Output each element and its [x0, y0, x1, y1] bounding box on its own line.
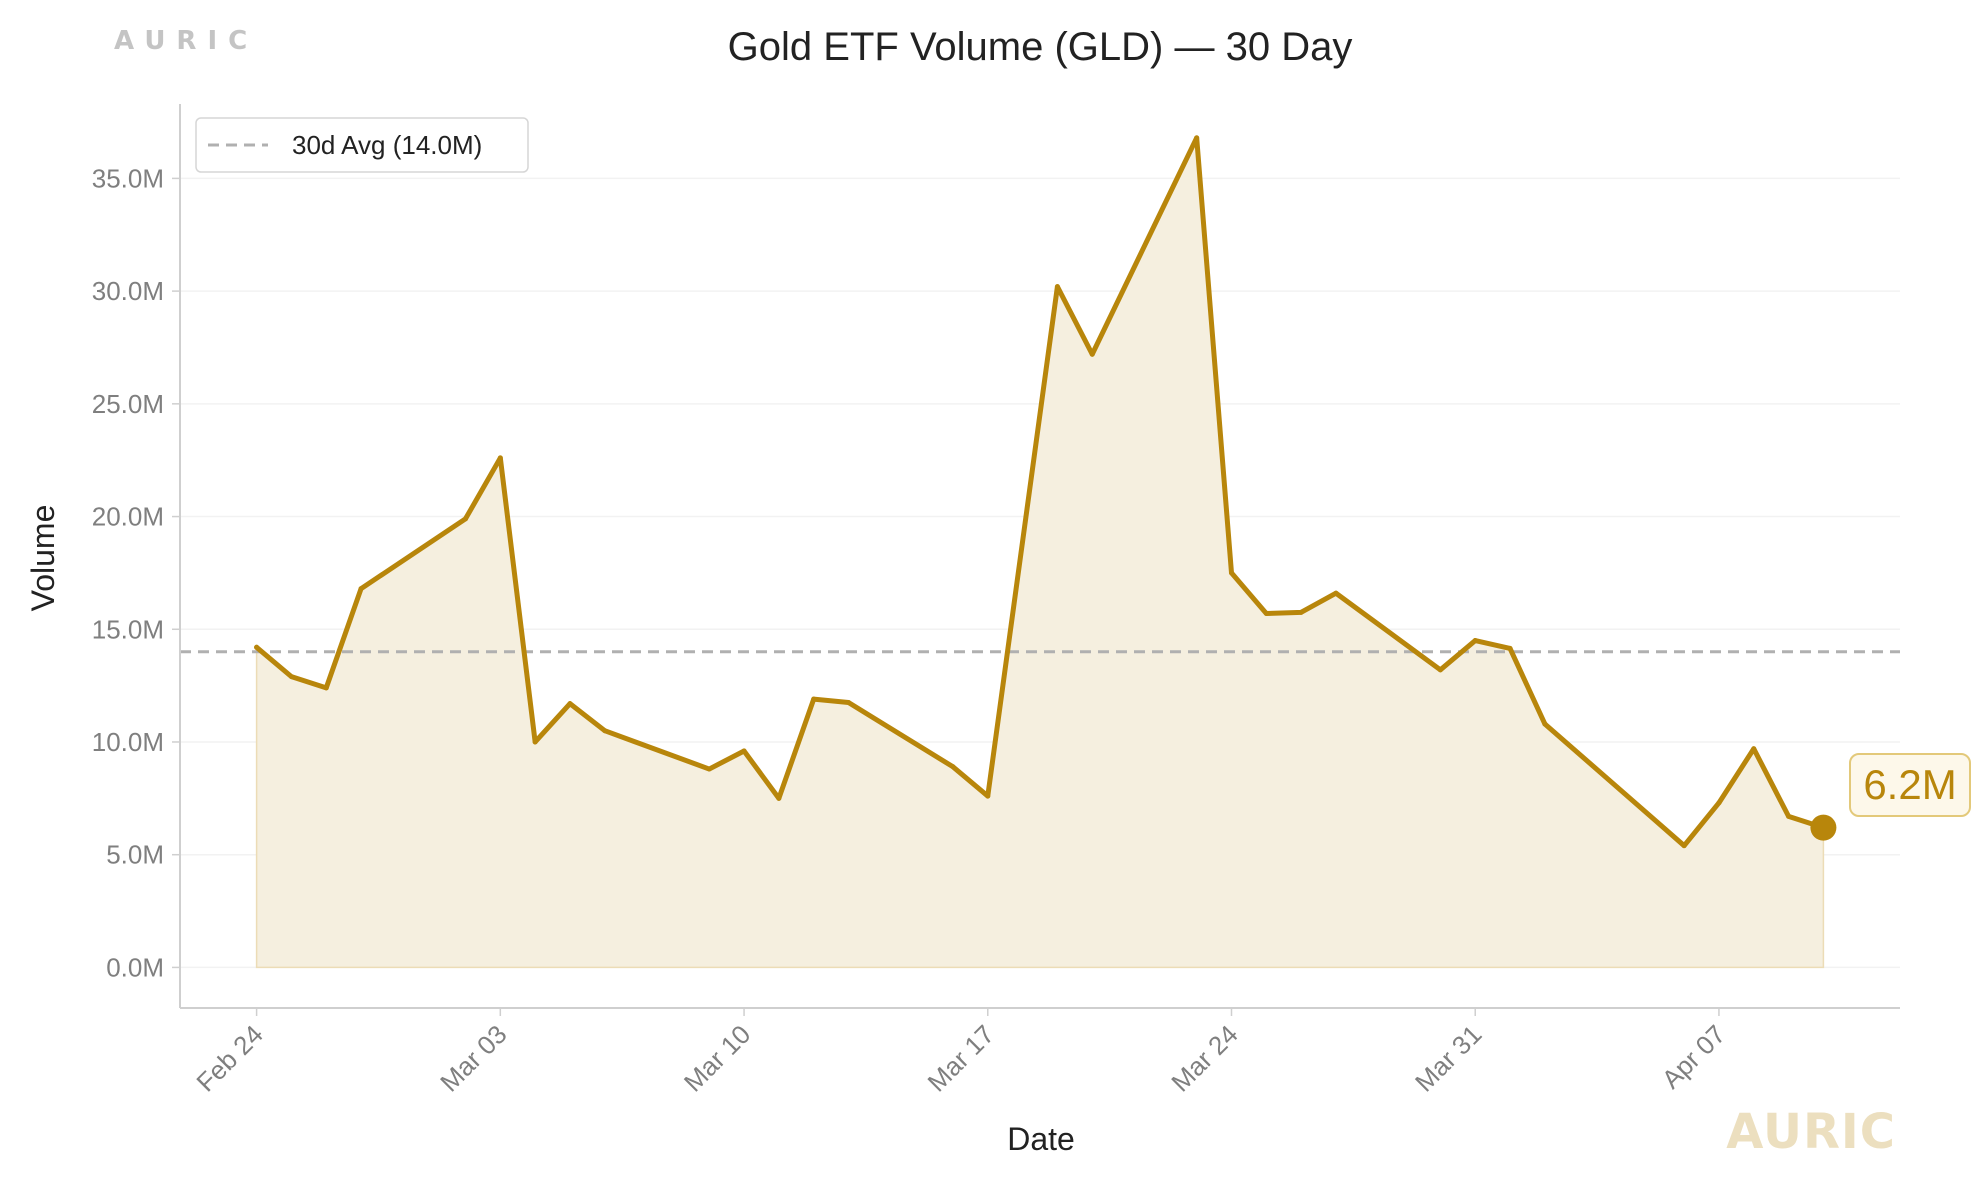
data-point — [323, 685, 329, 691]
y-tick-label: 10.0M — [92, 727, 164, 757]
y-tick-label: 35.0M — [92, 163, 164, 193]
x-tick-label: Mar 03 — [434, 1019, 512, 1097]
data-point — [567, 701, 573, 707]
data-point — [985, 793, 991, 799]
data-point — [602, 728, 608, 734]
y-tick-label: 0.0M — [106, 952, 164, 982]
callout-label: 6.2M — [1863, 761, 1956, 808]
y-tick-label: 30.0M — [92, 276, 164, 306]
data-point — [811, 696, 817, 702]
last-value-callout: 6.2M — [1849, 753, 1971, 817]
y-tick-label: 5.0M — [106, 840, 164, 870]
data-point — [254, 644, 260, 650]
chart-title: Gold ETF Volume (GLD) — 30 Day — [728, 25, 1353, 69]
data-point — [1089, 351, 1095, 357]
data-point — [288, 674, 294, 680]
x-tick-label: Feb 24 — [190, 1019, 268, 1097]
data-point — [1298, 609, 1304, 615]
y-tick-label: 15.0M — [92, 614, 164, 644]
data-point — [1054, 284, 1060, 290]
y-tick-label: 20.0M — [92, 502, 164, 532]
brand-wordmark-top: AURIC — [114, 26, 259, 56]
data-point — [1472, 638, 1478, 644]
last-value-marker — [1810, 814, 1837, 841]
legend: 30d Avg (14.0M) — [195, 117, 529, 173]
x-tick-label: Apr 07 — [1656, 1019, 1731, 1094]
y-tick-label: 25.0M — [92, 389, 164, 419]
x-tick-label: Mar 24 — [1165, 1019, 1243, 1097]
x-axis-ticks: Feb 24 Mar 03 Mar 10 Mar 17 Mar 24 Mar 31 Apr … — [190, 1008, 1731, 1097]
y-axis-ticks: 0.0M 5.0M 10.0M 15.0M 20.0M 25.0M 30.0M 35.0M — [92, 163, 180, 982]
data-point — [497, 455, 503, 461]
line-layer — [254, 135, 1837, 849]
data-point — [1507, 645, 1513, 651]
data-point — [1751, 746, 1757, 752]
x-tick-label: Mar 17 — [922, 1019, 1000, 1097]
legend-box — [195, 117, 529, 173]
brand-wordmark-bottom: AURIC — [1726, 1104, 1896, 1160]
data-point — [1228, 570, 1234, 576]
data-point — [846, 700, 852, 706]
data-point — [358, 586, 364, 592]
data-point — [1786, 813, 1792, 819]
data-point — [1333, 590, 1339, 596]
x-axis-label: Date — [1007, 1121, 1075, 1157]
callout-box — [1849, 753, 1971, 817]
data-point — [1194, 135, 1200, 141]
data-point — [1263, 610, 1269, 616]
y-axis-label: Volume — [25, 505, 61, 612]
area-layer — [255, 134, 1825, 969]
legend-label-avg: 30d Avg (14.0M) — [292, 130, 482, 160]
axes — [179, 104, 1900, 1009]
data-point — [741, 748, 747, 754]
data-point — [776, 795, 782, 801]
x-tick-label: Mar 10 — [678, 1019, 756, 1097]
data-point — [950, 764, 956, 770]
data-point — [1542, 721, 1548, 727]
data-point — [463, 516, 469, 522]
volume-area-fill — [255, 134, 1825, 969]
data-point — [706, 766, 712, 772]
data-point — [1437, 667, 1443, 673]
data-point — [1681, 843, 1687, 849]
data-point — [532, 739, 538, 745]
x-tick-label: Mar 31 — [1409, 1019, 1487, 1097]
data-point — [1716, 800, 1722, 806]
volume-line — [254, 135, 1826, 849]
